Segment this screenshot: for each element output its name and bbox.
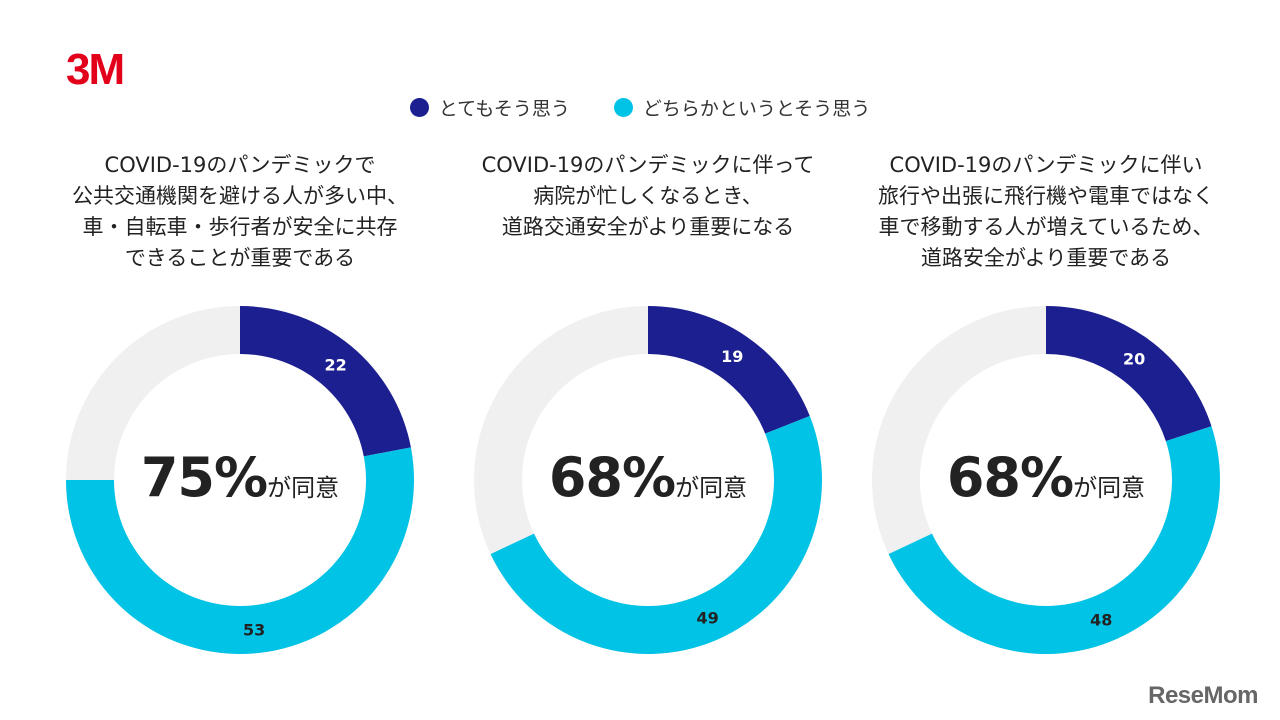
chart-title-line: 旅行や出張に飛行機や電車ではなく xyxy=(878,184,1214,208)
donut-segment-somewhat-agree xyxy=(490,415,822,654)
legend-item-somewhat-agree: どちらかというとそう思う xyxy=(613,94,871,121)
agree-total-percent: 75% xyxy=(140,446,268,509)
donut-data-label-somewhat-agree: 53 xyxy=(243,620,265,639)
chart-title-3: COVID-19のパンデミックに伴い 旅行や出張に飛行機や電車ではなく 車で移動… xyxy=(866,150,1226,274)
legend-swatch-somewhat-agree xyxy=(613,98,633,117)
donut-data-label-strongly-agree: 22 xyxy=(324,355,346,374)
chart-title-1: COVID-19のパンデミックで 公共交通機関を避ける人が多い中、 車・自転車・… xyxy=(60,150,420,274)
agree-total-label-2: 68%が同意 xyxy=(468,446,828,509)
agree-total-label-3: 68%が同意 xyxy=(866,446,1226,509)
chart-title-line: 道路交通安全がより重要になる xyxy=(501,215,795,239)
donut-segment-strongly-agree xyxy=(648,306,810,434)
agree-total-percent: 68% xyxy=(548,446,676,509)
donut-segment-somewhat-agree xyxy=(66,447,414,655)
agree-total-label-1: 75%が同意 xyxy=(60,446,420,509)
donut-data-label-strongly-agree: 19 xyxy=(721,347,743,366)
chart-panel-1: COVID-19のパンデミックで 公共交通機関を避ける人が多い中、 車・自転車・… xyxy=(60,0,420,720)
agree-total-suffix: が同意 xyxy=(1073,474,1146,502)
legend-label-somewhat-agree: どちらかというとそう思う xyxy=(642,98,871,120)
chart-title-line: COVID-19のパンデミックに伴い xyxy=(889,153,1203,177)
chart-title-line: 病院が忙しくなるとき、 xyxy=(533,184,763,208)
resemom-watermark: ReseMom xyxy=(1148,682,1258,709)
agree-total-suffix: が同意 xyxy=(675,474,748,502)
chart-title-line: できることが重要である xyxy=(124,246,356,270)
agree-total-percent: 68% xyxy=(946,446,1074,509)
chart-panel-3: COVID-19のパンデミックに伴い 旅行や出張に飛行機や電車ではなく 車で移動… xyxy=(866,0,1226,720)
chart-panel-2: COVID-19のパンデミックに伴って 病院が忙しくなるとき、 道路交通安全がよ… xyxy=(468,0,828,720)
donut-data-label-strongly-agree: 20 xyxy=(1123,350,1145,369)
chart-title-line: 道路安全がより重要である xyxy=(920,246,1172,270)
agree-total-suffix: が同意 xyxy=(267,474,340,502)
legend-label-strongly-agree: とてもそう思う xyxy=(438,98,570,120)
donut-segment-somewhat-agree xyxy=(888,426,1220,654)
chart-legend: とてもそう思う どちらかというとそう思う xyxy=(0,94,1280,121)
legend-swatch-strongly-agree xyxy=(409,98,429,117)
donut-segment-strongly-agree xyxy=(1046,306,1212,442)
chart-title-line: COVID-19のパンデミックで xyxy=(104,153,376,177)
chart-title-line: COVID-19のパンデミックに伴って xyxy=(481,153,815,177)
chart-title-2: COVID-19のパンデミックに伴って 病院が忙しくなるとき、 道路交通安全がよ… xyxy=(468,150,828,243)
legend-item-strongly-agree: とてもそう思う xyxy=(409,94,570,121)
chart-title-line: 車・自転車・歩行者が安全に共存 xyxy=(82,215,398,239)
donut-chart-1: 22 53 xyxy=(66,306,414,655)
donut-data-label-somewhat-agree: 48 xyxy=(1090,610,1112,629)
chart-title-line: 公共交通機関を避ける人が多い中、 xyxy=(72,184,408,208)
donut-segment-strongly-agree xyxy=(240,306,411,457)
donut-data-label-somewhat-agree: 49 xyxy=(696,609,718,628)
brand-logo: 3M xyxy=(66,45,125,94)
chart-title-line: 車で移動する人が増えているため、 xyxy=(878,215,1214,239)
